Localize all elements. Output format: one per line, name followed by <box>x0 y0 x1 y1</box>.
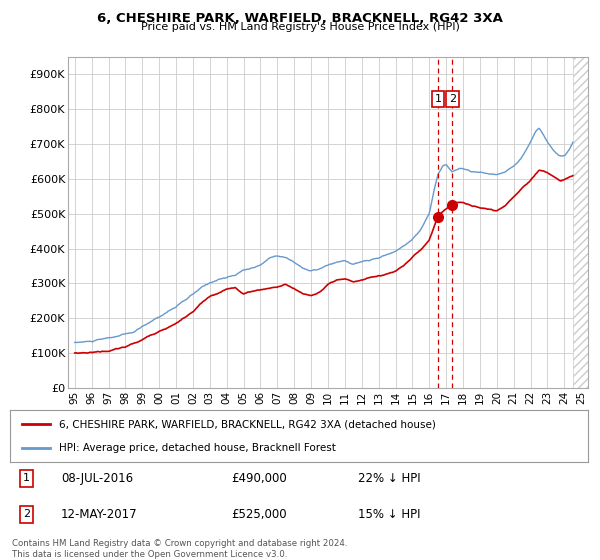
Text: 2: 2 <box>23 510 30 519</box>
Text: 1: 1 <box>434 94 442 104</box>
Text: 1: 1 <box>23 473 30 483</box>
Text: HPI: Average price, detached house, Bracknell Forest: HPI: Average price, detached house, Brac… <box>59 443 336 453</box>
Text: 12-MAY-2017: 12-MAY-2017 <box>61 508 137 521</box>
Text: Price paid vs. HM Land Registry's House Price Index (HPI): Price paid vs. HM Land Registry's House … <box>140 22 460 32</box>
Text: £525,000: £525,000 <box>231 508 287 521</box>
Text: 08-JUL-2016: 08-JUL-2016 <box>61 472 133 485</box>
Text: Contains HM Land Registry data © Crown copyright and database right 2024.
This d: Contains HM Land Registry data © Crown c… <box>12 539 347 559</box>
Text: 22% ↓ HPI: 22% ↓ HPI <box>358 472 420 485</box>
Text: 6, CHESHIRE PARK, WARFIELD, BRACKNELL, RG42 3XA (detached house): 6, CHESHIRE PARK, WARFIELD, BRACKNELL, R… <box>59 419 436 429</box>
Text: 2: 2 <box>449 94 456 104</box>
Text: £490,000: £490,000 <box>231 472 287 485</box>
Text: 6, CHESHIRE PARK, WARFIELD, BRACKNELL, RG42 3XA: 6, CHESHIRE PARK, WARFIELD, BRACKNELL, R… <box>97 12 503 25</box>
Text: 15% ↓ HPI: 15% ↓ HPI <box>358 508 420 521</box>
